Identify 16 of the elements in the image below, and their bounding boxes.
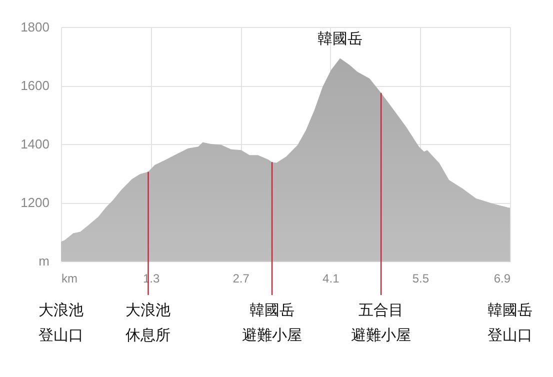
y-tick-label: 1600	[20, 78, 50, 93]
ref-line-label: 韓國岳避難小屋	[242, 301, 302, 344]
ref-line-label: 大浪池休息所	[126, 301, 171, 344]
y-tick-label: 1800	[20, 20, 50, 34]
x-tick-label: 5.5	[412, 272, 430, 286]
ref-line-label: 五合目避難小屋	[351, 301, 412, 344]
annotation: 韓國岳登山口	[488, 301, 532, 344]
x-tick-label: 4.1	[322, 272, 340, 286]
annotation: 大浪池登山口	[38, 301, 84, 344]
annotation: 韓國岳	[318, 29, 363, 48]
x-tick-label: 2.7	[232, 272, 250, 286]
y-tick-label: 1200	[20, 195, 50, 210]
y-tick-label: m	[38, 254, 50, 268]
x-tick-label: km	[62, 272, 78, 286]
x-tick-label: 6.9	[494, 272, 511, 286]
y-tick-label: 1400	[20, 136, 50, 152]
